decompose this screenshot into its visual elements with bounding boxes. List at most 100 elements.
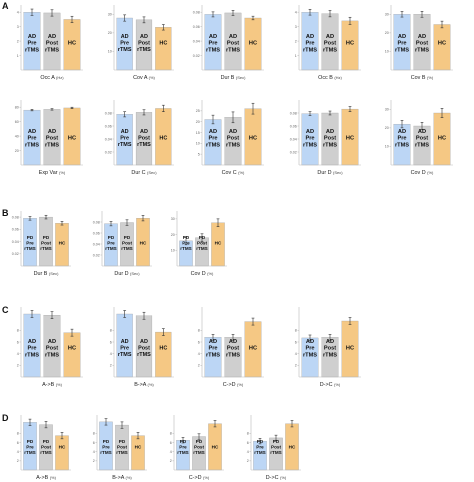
y-tick-label: 4 [247, 450, 249, 454]
bar-group-label: PD Post rTMS [121, 235, 132, 251]
y-tick-label: 0.04 [12, 240, 19, 244]
x-axis-label: Exp Var (%) [39, 170, 66, 176]
y-tick-label: 0.06 [12, 228, 19, 232]
bar-group-label: HC [249, 41, 257, 47]
y-tick-label: 0.08 [290, 111, 297, 115]
y-tick-label: 10 [385, 145, 389, 149]
y-tick-label: 0.08 [193, 11, 200, 15]
bar-group-label: AD Pre rTMS [25, 34, 39, 54]
bar-group-label: AD Post rTMS [415, 34, 429, 54]
chart-19: 2 4 6 8 PD Pre rTMS PD Post rTMS HC B->A (%) [93, 415, 147, 481]
chart-6: 20 40 60 80 AD Pre rTMS AD Post rTMS HC Exp Var (%) [15, 100, 83, 176]
panel-letter-b: B [2, 208, 9, 218]
y-tick-label: 6 [17, 340, 19, 344]
y-tick-label: 10 [385, 50, 389, 54]
panel-letter-d: D [2, 413, 9, 423]
chart-13: 10 20 30 PD Pre rTMS PD Post rTMS HC Cov D (%) [171, 211, 227, 277]
y-tick-label: 20 [385, 31, 389, 35]
charts-container: 1 2 3 4 AD Pre rTMS AD Post rTMS HC Occ A (Hz) 10 20 3… [12, 5, 453, 481]
bar-group-label: HC [68, 346, 76, 352]
y-tick-label: 2 [295, 364, 297, 368]
bar-group-label: AD Post rTMS [45, 339, 59, 359]
x-axis-label: D->C (%) [320, 382, 341, 388]
y-tick-label: 2 [17, 459, 19, 463]
bar [155, 331, 172, 378]
y-tick-label: 0.08 [12, 215, 19, 219]
bar-group-label: AD Pre rTMS [206, 34, 220, 54]
bar-group-label: AD Pre rTMS [303, 129, 317, 149]
bar-group-label: AD Post rTMS [323, 339, 337, 359]
panel-letter-c: C [2, 305, 9, 315]
bar-group-label: PD Post rTMS [40, 235, 51, 251]
y-tick-label: 6 [198, 340, 200, 344]
y-tick-label: 2 [247, 459, 249, 463]
bar-group-label: HC [438, 41, 446, 47]
y-tick-label: 3 [17, 25, 19, 29]
bar-group-label: PD Post rTMS [193, 439, 204, 455]
y-tick-label: 4 [93, 450, 95, 454]
panel-letter-a: A [2, 1, 9, 11]
bar-group-label: HC [68, 136, 76, 142]
chart-17: 2 4 6 8 AD Pre rTMS AD Post rTMS HC D->C (%) [295, 307, 361, 388]
y-tick-label: 5 [198, 152, 200, 156]
bar-group-label: HC [140, 241, 147, 246]
y-tick-label: 30 [385, 13, 389, 17]
bar-group-label: HC [212, 445, 219, 450]
y-tick-label: 0.08 [105, 111, 112, 115]
bar-group-label: PD Pre rTMS [100, 439, 111, 455]
y-tick-label: 2 [198, 364, 200, 368]
bar-group-label: AD Pre rTMS [118, 34, 132, 53]
y-tick-label: 4 [198, 352, 200, 356]
chart-8: 5 10 15 20 25 AD Pre rTMS AD Post rTMS HC Cov C (%) [196, 100, 264, 176]
y-tick-label: 60 [15, 120, 19, 124]
bar-group-label: HC [59, 445, 66, 450]
y-tick-label: 8 [17, 329, 19, 333]
y-tick-label: 0.02 [193, 54, 200, 58]
x-axis-label: B->A (%) [112, 475, 132, 481]
y-tick-label: 15 [196, 131, 200, 135]
x-axis-label: Cov D (%) [411, 170, 434, 176]
x-axis-label: Cov D (%) [191, 271, 214, 277]
chart-15: 2 4 6 8 AD Pre rTMS AD Post rTMS HC B->A (%) [110, 307, 174, 388]
bar-group-label: AD Pre rTMS [395, 129, 409, 149]
y-tick-label: 4 [295, 352, 297, 356]
x-axis-label: A->B (%) [42, 382, 63, 388]
chart-3: 0.02 0.04 0.06 0.08 AD Pre rTMS AD Post rTMS HC Dur… [193, 5, 264, 81]
y-tick-label: 0.04 [93, 242, 100, 246]
y-tick-label: 40 [15, 134, 19, 138]
bar-group-label: PD Pre rTMS [177, 439, 188, 455]
x-axis-label: C->D (%) [223, 382, 244, 388]
y-tick-label: 20 [15, 149, 19, 153]
y-tick-label: 6 [247, 441, 249, 445]
bar-group-label: HC [159, 136, 167, 142]
bar-group-label: AD Post rTMS [415, 129, 429, 149]
chart-7: 0.02 0.04 0.06 0.08 AD Pre rTMS AD Post rTMS HC Dur… [105, 100, 174, 176]
bar-group-label: HC [59, 241, 66, 246]
x-axis-label: A->B (%) [36, 475, 57, 481]
y-tick-label: 8 [170, 432, 172, 436]
bar-group-label: PD Post rTMS [40, 439, 51, 455]
bar-group-label: HC [159, 41, 167, 47]
bar-group-label: AD Pre rTMS [303, 339, 317, 359]
y-tick-label: 4 [170, 450, 172, 454]
y-tick-label: 2 [170, 459, 172, 463]
x-axis-label: Dur B (Sec) [221, 75, 247, 81]
chart-10: 10 20 30 AD Pre rTMS AD Post rTMS HC Cov D (%) [385, 100, 453, 176]
x-axis-label: Cov A (%) [133, 75, 155, 81]
bar-group-label: AD Pre rTMS [206, 129, 220, 149]
y-tick-label: 0.06 [290, 124, 297, 128]
x-axis-label: Dur D (Sec) [317, 170, 343, 176]
chart-4: 1 2 3 4 AD Pre rTMS AD Post rTMS HC Occ B (Hz) [295, 5, 361, 81]
bar-group-label: HC [346, 41, 354, 47]
y-tick-label: 10 [171, 249, 175, 253]
bar-group-label: AD Post rTMS [323, 129, 337, 149]
bar [131, 435, 145, 471]
y-tick-label: 8 [93, 432, 95, 436]
y-tick-label: 6 [93, 441, 95, 445]
bar-group-label: AD Pre rTMS [118, 339, 132, 358]
y-tick-label: 25 [196, 109, 200, 113]
bar-group-label: AD Pre rTMS [206, 339, 220, 359]
y-tick-label: 0.08 [93, 220, 100, 224]
y-tick-label: 0.04 [290, 137, 297, 141]
